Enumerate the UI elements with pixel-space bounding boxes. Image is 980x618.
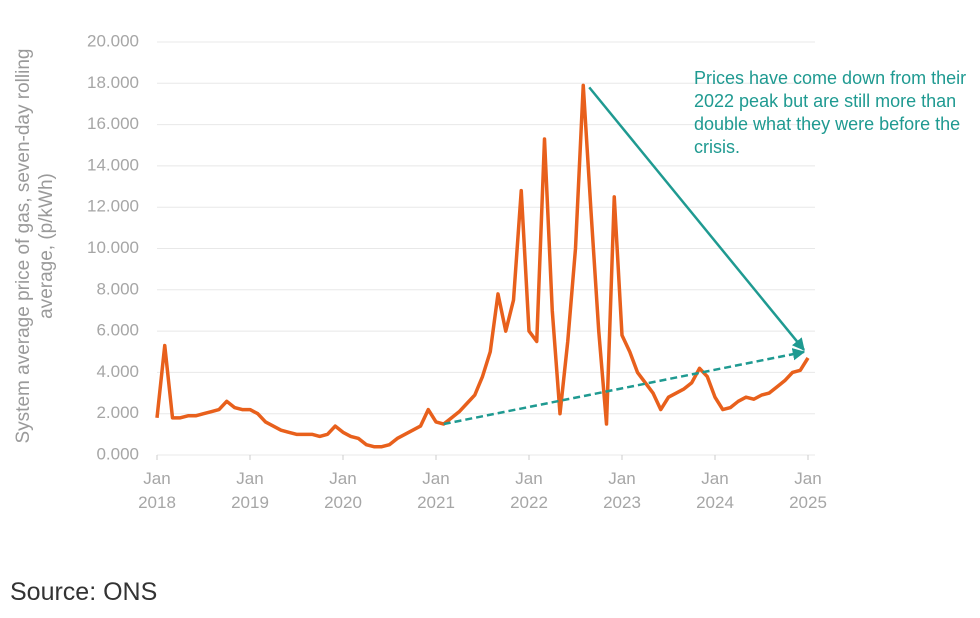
y-tick-label: 20.000 [87, 31, 139, 50]
annotation: Prices have come down from their 2022 pe… [694, 68, 967, 157]
x-tick-label: Jan 2020 [324, 469, 362, 512]
trend-arrow [443, 348, 806, 426]
x-tick-label: Jan 2018 [138, 469, 176, 512]
x-tick-label: Jan 2025 [789, 469, 827, 512]
y-tick-label: 14.000 [87, 155, 139, 174]
y-tick-label: 10.000 [87, 238, 139, 257]
y-tick-label: 8.000 [96, 279, 139, 298]
x-tick-label: Jan 2022 [510, 469, 548, 512]
x-tick-label: Jan 2019 [231, 469, 269, 512]
x-tick-label: Jan 2023 [603, 469, 641, 512]
y-tick-label: 2.000 [96, 403, 139, 422]
y-tick-label: 6.000 [96, 321, 139, 340]
line-series [155, 83, 810, 449]
y-tick-label: 0.000 [96, 444, 139, 463]
y-tick-label: 18.000 [87, 73, 139, 92]
x-tick-label: Jan 2024 [696, 469, 734, 512]
annotation-arrow [588, 86, 805, 351]
y-tick-label: 4.000 [96, 362, 139, 381]
source: Source: ONS [10, 578, 158, 606]
x-tick-label: Jan 2021 [417, 469, 455, 512]
y-axis-label: System average price of gas, seven-day r… [13, 48, 57, 444]
y-tick-label: 16.000 [87, 114, 139, 133]
y-tick-label: 12.000 [87, 197, 139, 216]
